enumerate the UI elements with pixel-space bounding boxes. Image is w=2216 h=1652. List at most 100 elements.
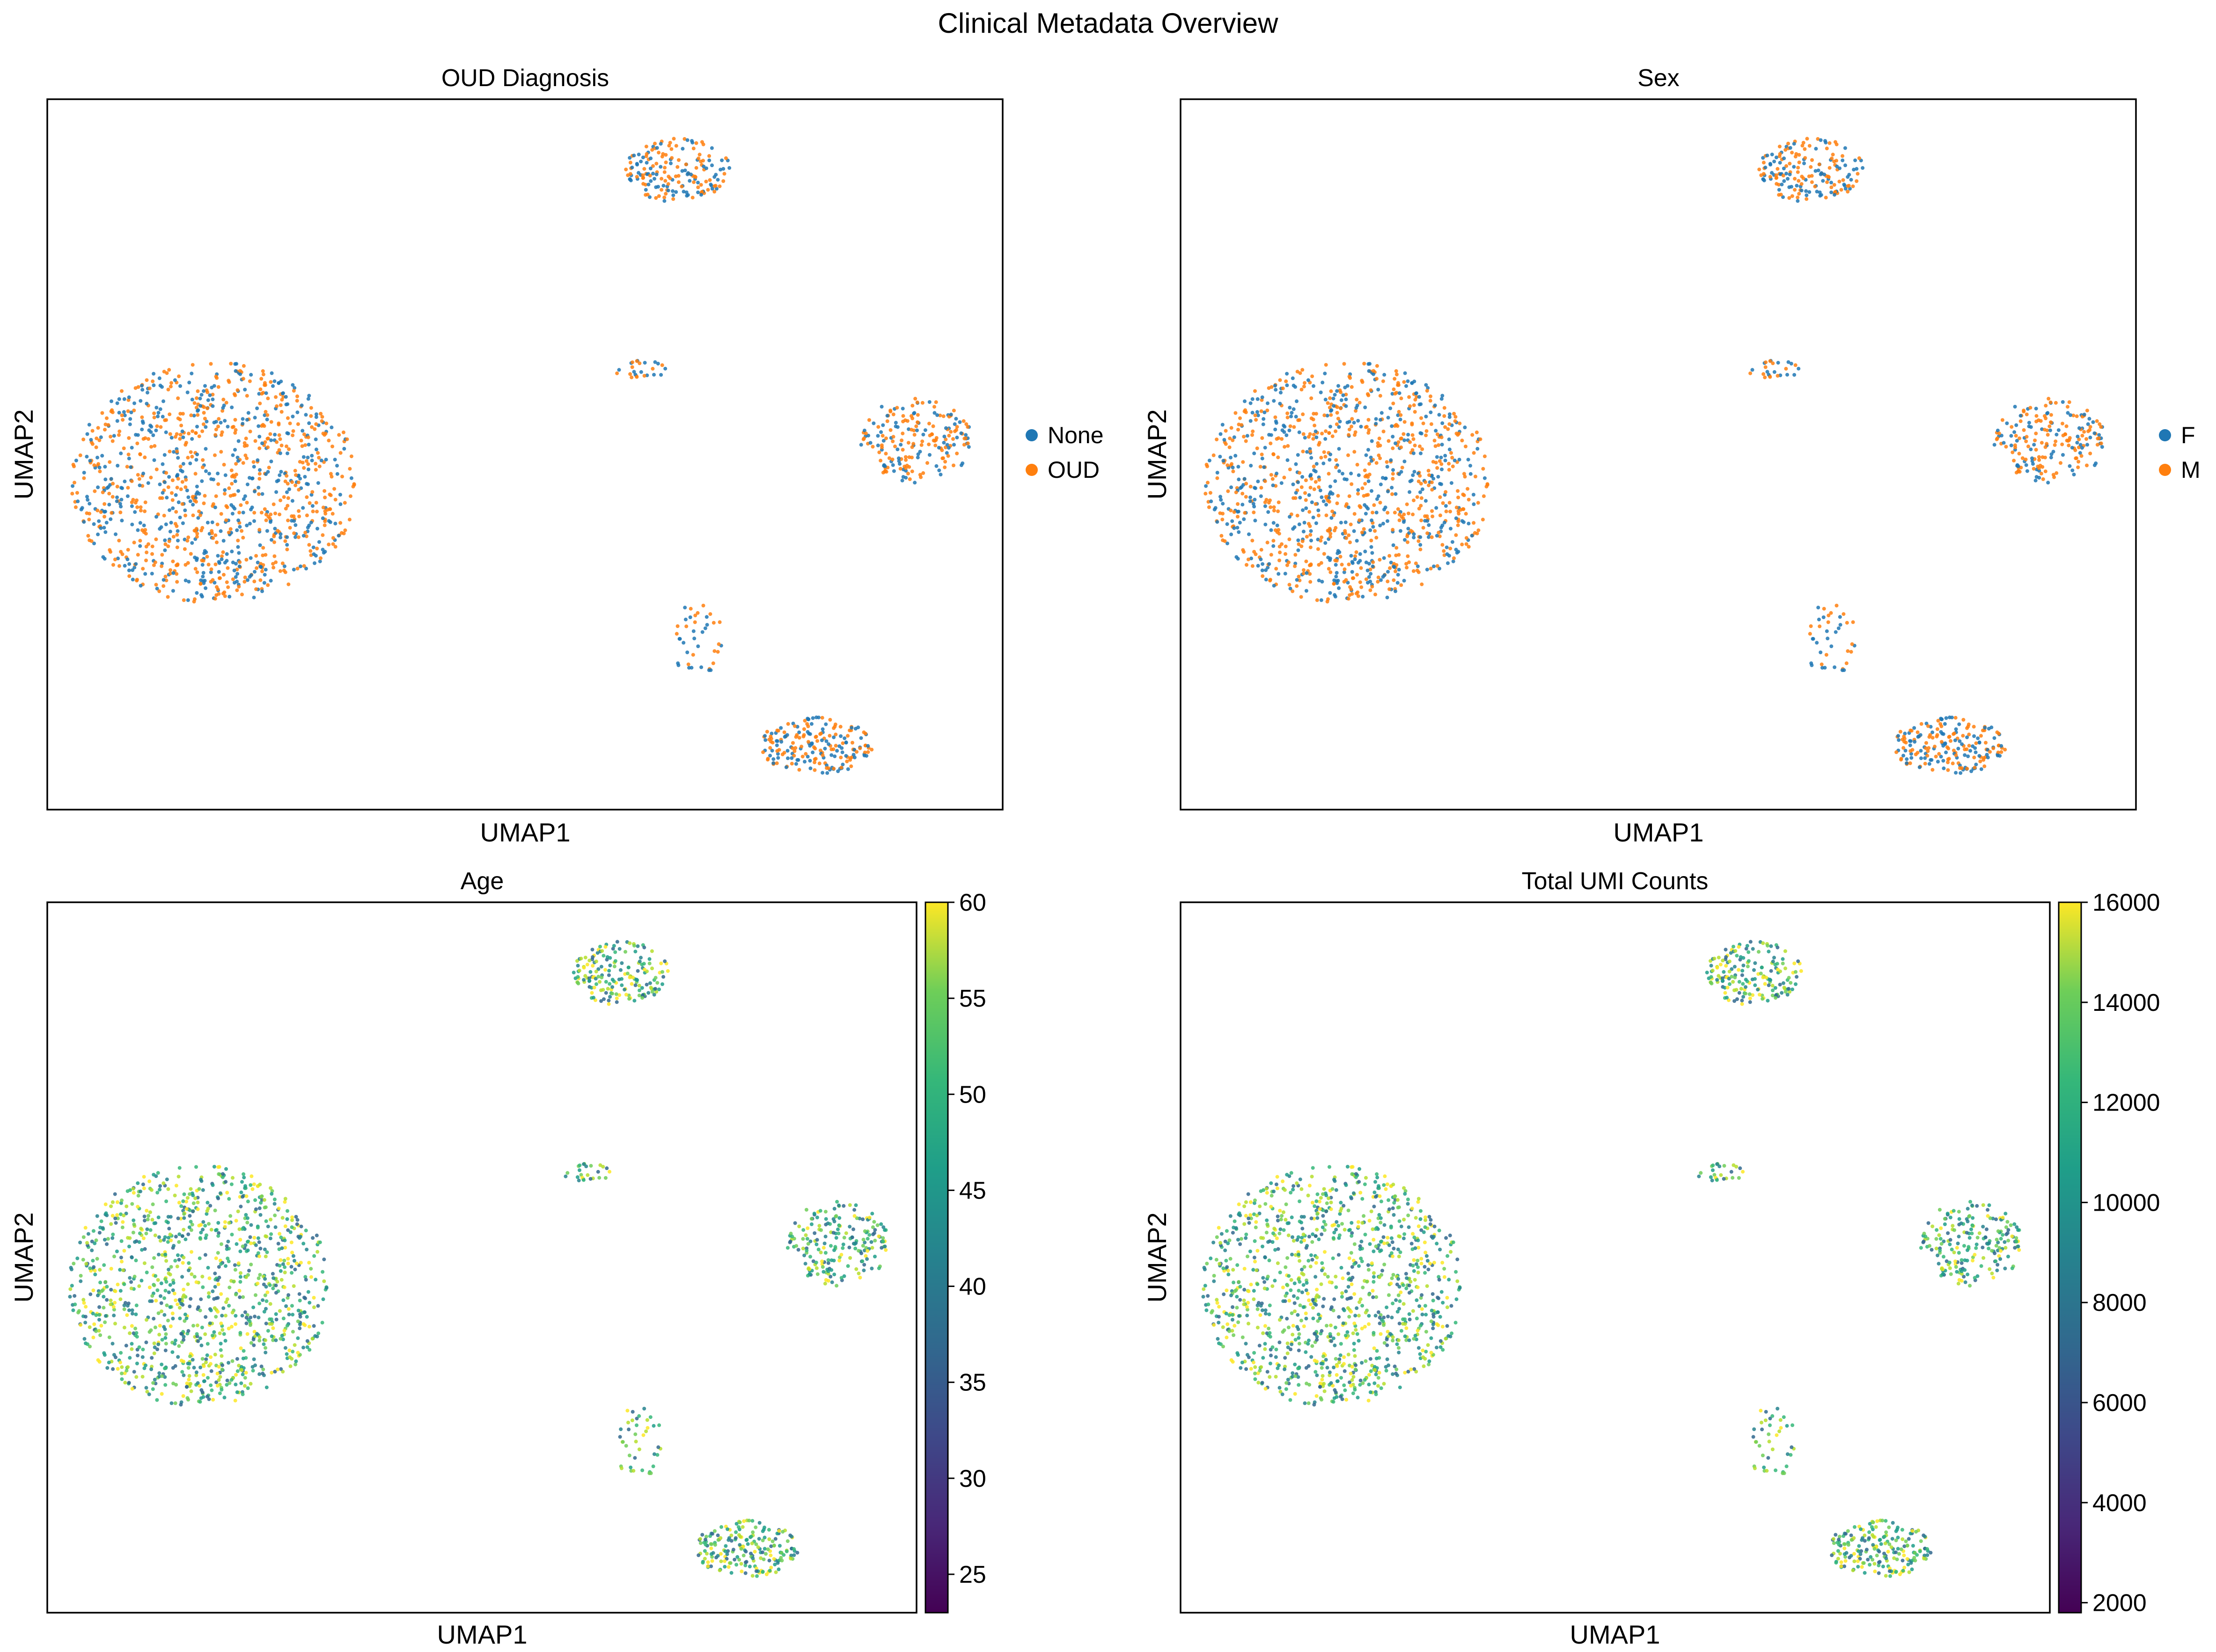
cell-point <box>1349 554 1353 558</box>
cell-point <box>1965 747 1969 751</box>
cell-point <box>611 947 615 951</box>
cell-point <box>213 1352 217 1357</box>
cell-point <box>1283 571 1287 576</box>
cell-point <box>221 592 225 596</box>
cell-point <box>321 505 325 510</box>
cell-point <box>632 999 637 1003</box>
cell-point <box>316 1331 321 1336</box>
cell-point <box>1797 161 1801 164</box>
cell-point <box>203 384 207 388</box>
cell-point <box>1775 175 1779 180</box>
cell-point <box>1405 565 1409 570</box>
cell-point <box>270 1322 274 1326</box>
cell-point <box>224 1167 228 1171</box>
cell-point <box>848 1225 852 1229</box>
cell-point <box>607 973 611 977</box>
cell-point <box>1393 377 1397 381</box>
cell-point <box>1991 746 1996 750</box>
cell-point <box>286 431 290 436</box>
cell-point <box>1225 522 1229 526</box>
cell-point <box>891 439 895 443</box>
cell-point <box>2009 443 2013 447</box>
cell-point <box>329 472 333 476</box>
cell-point <box>128 422 132 426</box>
cell-point <box>229 362 233 365</box>
cell-point <box>163 1235 167 1239</box>
cell-point <box>883 1228 887 1232</box>
cell-point <box>186 1329 191 1333</box>
cell-point <box>2068 464 2072 468</box>
cell-point <box>163 538 167 542</box>
cell-point <box>251 1338 256 1342</box>
cell-point <box>1810 663 1814 667</box>
cell-point <box>1335 571 1339 575</box>
cell-point <box>102 1294 106 1299</box>
cell-point <box>303 1275 308 1279</box>
cell-point <box>1418 444 1422 448</box>
cell-point <box>640 986 644 990</box>
cell-point <box>221 1172 225 1176</box>
cell-point <box>1250 410 1255 415</box>
cell-point <box>910 445 914 449</box>
cell-point <box>1418 535 1423 539</box>
cell-point <box>220 1328 225 1332</box>
cell-point <box>901 407 905 411</box>
cell-point <box>191 1358 195 1362</box>
panel-title: Sex <box>1637 65 1680 92</box>
cell-point <box>188 461 192 466</box>
cell-point <box>152 1283 156 1287</box>
cell-point <box>218 1391 222 1396</box>
cell-point <box>1424 480 1427 484</box>
cell-point <box>645 982 649 987</box>
cell-point <box>830 1280 834 1284</box>
cell-point <box>1777 183 1781 187</box>
cell-point <box>181 462 185 466</box>
cell-point <box>656 185 660 189</box>
cell-point <box>279 403 283 407</box>
cell-point <box>190 1272 194 1276</box>
cell-point <box>1301 449 1305 453</box>
cell-point <box>1826 620 1830 624</box>
cell-point <box>201 458 205 462</box>
cell-point <box>282 1329 286 1333</box>
cell-point <box>1827 175 1831 179</box>
cell-point <box>242 444 247 448</box>
cell-point <box>1916 735 1920 739</box>
cell-point <box>1935 733 1939 737</box>
cell-point <box>1242 435 1246 439</box>
cell-point <box>252 1182 256 1186</box>
cell-point <box>1334 465 1338 469</box>
cell-point <box>1248 401 1253 405</box>
cell-point <box>1434 461 1438 465</box>
cell-point <box>1416 539 1421 543</box>
cell-point <box>696 185 700 190</box>
cell-point <box>861 1243 865 1248</box>
cell-point <box>126 548 130 552</box>
cell-point <box>174 1184 178 1188</box>
cell-point <box>306 1290 310 1294</box>
cell-point <box>1328 484 1332 489</box>
cell-point <box>585 963 589 967</box>
cell-point <box>109 1204 113 1208</box>
cell-point <box>162 513 166 518</box>
cell-point <box>110 1200 115 1204</box>
cell-point <box>1429 566 1433 570</box>
cell-point <box>1468 472 1473 476</box>
cell-point <box>1750 368 1754 372</box>
cell-point <box>1797 192 1801 196</box>
cell-point <box>175 545 179 549</box>
cell-point <box>293 1343 297 1347</box>
cell-point <box>1360 530 1364 534</box>
cell-point <box>187 1374 191 1378</box>
cell-point <box>840 750 844 754</box>
cell-point <box>94 1329 98 1333</box>
cell-point <box>685 651 690 654</box>
cell-point <box>285 1217 289 1221</box>
cell-point <box>152 458 156 462</box>
cell-point <box>171 559 175 563</box>
cell-point <box>1378 456 1382 461</box>
cell-point <box>285 1352 289 1356</box>
cell-point <box>1277 528 1281 532</box>
cell-point <box>1386 579 1390 584</box>
cell-point <box>166 595 170 599</box>
